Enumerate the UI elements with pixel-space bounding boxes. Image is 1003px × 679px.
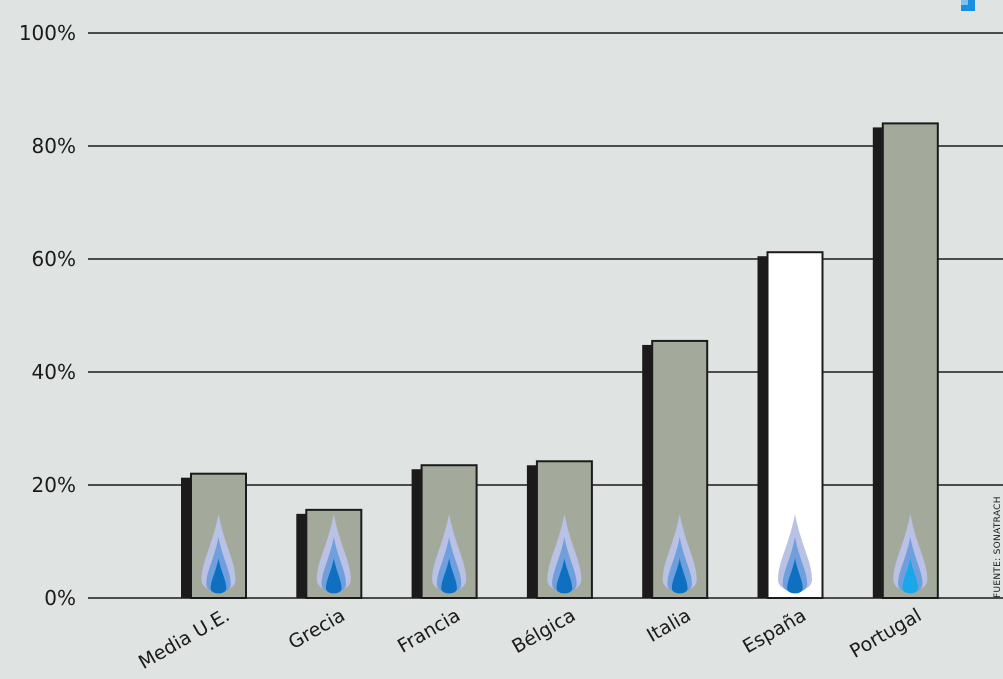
y-tick-label: 100%: [19, 21, 76, 45]
bars: [181, 122, 939, 600]
y-tick-label: 40%: [32, 360, 76, 384]
x-tick-label: Portugal: [846, 604, 925, 662]
gas-flame-icon: [201, 514, 236, 594]
bar-group: [757, 251, 824, 599]
bar-group: [411, 464, 478, 599]
flame-layer: [556, 558, 573, 594]
bar-group: [642, 339, 709, 599]
flame-layer: [441, 558, 457, 594]
x-tick-label: Bélgica: [508, 604, 579, 658]
gas-flame-icon: [547, 514, 582, 594]
gas-flame-icon: [778, 514, 812, 594]
source-note: FUENTE: SONATRACH: [993, 496, 1003, 598]
y-tick-label: 20%: [32, 473, 76, 497]
bar-group: [296, 508, 363, 599]
bar-group: [872, 122, 939, 600]
x-tick-label: Media U.E.: [135, 604, 234, 674]
x-tick-label: España: [739, 604, 810, 658]
flame-layer: [210, 558, 227, 594]
flame-layer: [787, 558, 803, 594]
y-axis-tick-labels: 0% 20% 40% 60% 80% 100%: [19, 21, 76, 610]
flame-layer: [671, 558, 688, 594]
y-tick-label: 0%: [44, 586, 76, 610]
x-tick-label: Italia: [643, 604, 695, 647]
y-tick-label: 80%: [32, 134, 76, 158]
logo-square-light: [961, 0, 968, 5]
gas-flame-icon: [662, 514, 697, 594]
x-tick-label: Grecia: [285, 604, 349, 654]
gas-flame-icon: [316, 514, 351, 594]
x-axis-category-labels: Media U.E. Grecia Francia Bélgica Italia Espa…: [135, 604, 925, 674]
corner-logo: [961, 0, 975, 11]
gas-flame-icon: [893, 514, 928, 594]
flame-layer: [325, 558, 342, 594]
bar-group: [181, 472, 247, 600]
flame-layer: [902, 558, 919, 594]
bar-group: [526, 460, 593, 599]
x-tick-label: Francia: [394, 604, 464, 657]
gas-flame-icon: [432, 514, 467, 594]
logo-square: [961, 0, 975, 11]
y-tick-label: 60%: [32, 247, 76, 271]
